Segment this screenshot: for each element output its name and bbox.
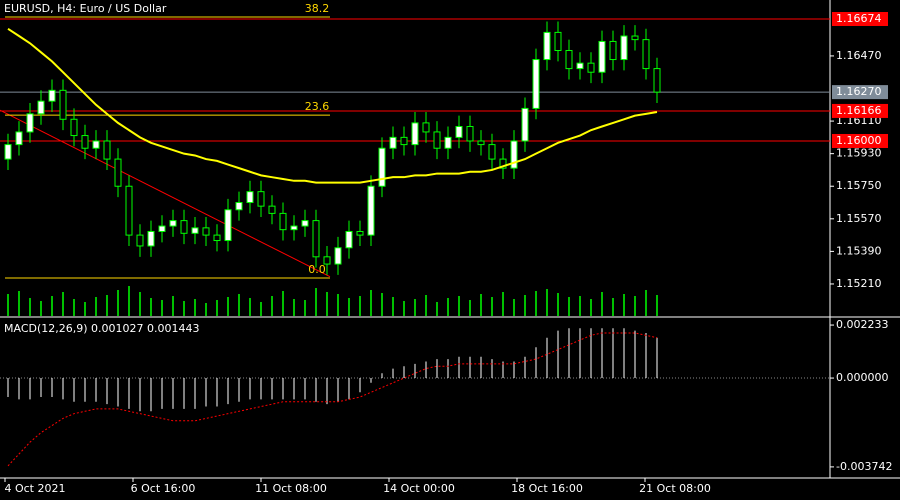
candle-body xyxy=(213,234,221,242)
candle-body xyxy=(510,140,518,169)
candle-body xyxy=(312,220,320,258)
candle-body xyxy=(158,225,166,232)
candle-body xyxy=(70,118,78,137)
candle-body xyxy=(125,185,133,236)
candle-body xyxy=(246,191,254,204)
y-tick-label: 1.16470 xyxy=(836,49,882,62)
candle-body xyxy=(631,35,639,41)
candle-body xyxy=(367,185,375,236)
candle-body xyxy=(180,220,188,234)
candle-body xyxy=(532,59,540,109)
candle-body xyxy=(499,158,507,169)
candle-body xyxy=(422,122,430,133)
price-tag xyxy=(832,103,888,118)
candle-body xyxy=(609,40,617,61)
candle-body xyxy=(279,212,287,231)
candle-body xyxy=(642,39,650,70)
x-tick-label: 4 Oct 2021 xyxy=(4,482,65,495)
candle-body xyxy=(356,230,364,236)
candle-body xyxy=(92,140,100,149)
candle-body xyxy=(26,113,34,133)
candle-body xyxy=(235,202,243,211)
candle-body xyxy=(565,49,573,70)
candle-body xyxy=(147,230,155,247)
signal-line xyxy=(7,332,658,467)
y-tick-label: 1.15930 xyxy=(836,147,882,160)
candle-body xyxy=(114,158,122,187)
price-tag xyxy=(832,12,888,27)
price-tag-label: 1.16166 xyxy=(836,104,882,117)
moving-average xyxy=(7,27,658,184)
candle-body xyxy=(191,227,199,234)
candle-body xyxy=(224,209,232,242)
candle-body xyxy=(653,68,661,93)
candle-body xyxy=(543,31,551,61)
macd-title: MACD(12,26,9) 0.001027 0.001443 xyxy=(4,322,200,335)
price-tag xyxy=(832,85,888,100)
y-tick-label: 1.15390 xyxy=(836,244,882,257)
x-tick-label: 11 Oct 08:00 xyxy=(255,482,327,495)
candle-body xyxy=(587,62,595,73)
fib-label: 38.2 xyxy=(305,2,330,15)
candle-body xyxy=(323,256,331,265)
candle-body xyxy=(433,131,441,149)
candle-body xyxy=(488,144,496,160)
candle-body xyxy=(411,122,419,146)
candle-body xyxy=(466,126,474,142)
candle-body xyxy=(169,220,177,227)
candle-body xyxy=(444,136,452,149)
candle-body xyxy=(103,140,111,160)
candle-body xyxy=(477,140,485,146)
candle-body xyxy=(389,136,397,149)
price-tag xyxy=(832,133,888,148)
candle-body xyxy=(202,227,210,236)
x-tick-label: 21 Oct 08:00 xyxy=(639,482,711,495)
candle-body xyxy=(257,191,265,207)
candle-body xyxy=(268,205,276,214)
candle-body xyxy=(598,40,606,73)
y-tick-label: 1.15570 xyxy=(836,212,882,225)
candle-body xyxy=(400,136,408,146)
price-tag-label: 1.16000 xyxy=(836,134,882,147)
fib-label: 0.0 xyxy=(308,263,326,276)
candle-body xyxy=(334,247,342,265)
x-tick-label: 18 Oct 16:00 xyxy=(511,482,583,495)
price-tag-label: 1.16674 xyxy=(836,12,882,25)
chart-title: EURUSD, H4: Euro / US Dollar xyxy=(4,2,167,15)
y-tick-label: -0.003742 xyxy=(836,460,892,473)
y-tick-label: 0.000000 xyxy=(836,371,889,384)
fib-label: 23.6 xyxy=(305,100,330,113)
candle-body xyxy=(301,220,309,227)
trendline xyxy=(0,109,331,278)
candle-body xyxy=(554,31,562,51)
candle-body xyxy=(378,147,386,187)
y-tick-label: 0.002233 xyxy=(836,318,889,331)
candle-body xyxy=(37,100,45,115)
candle-body xyxy=(59,89,67,120)
candle-body xyxy=(345,230,353,249)
x-tick-label: 6 Oct 16:00 xyxy=(131,482,196,495)
candle-body xyxy=(455,126,463,138)
y-tick-label: 1.15750 xyxy=(836,179,882,192)
candle-body xyxy=(4,144,12,160)
candle-body xyxy=(15,131,23,146)
candle-body xyxy=(576,62,584,70)
price-tag-label: 1.16270 xyxy=(836,85,882,98)
candle-body xyxy=(81,135,89,149)
candle-body xyxy=(48,89,56,102)
candle-body xyxy=(620,35,628,61)
candle-body xyxy=(290,225,298,231)
candle-body xyxy=(521,107,529,142)
candle-body xyxy=(136,234,144,247)
x-tick-label: 14 Oct 00:00 xyxy=(383,482,455,495)
y-tick-label: 1.15210 xyxy=(836,277,882,290)
